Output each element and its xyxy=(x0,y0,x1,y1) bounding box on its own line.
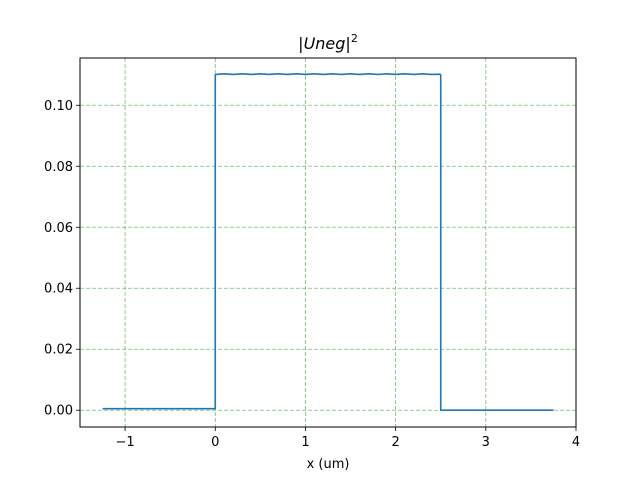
plot-area xyxy=(102,73,554,412)
ticks: −1 0 1 2 3 4 0.00 0.02 0.04 0.06 0.08 0.10 xyxy=(44,99,580,450)
x-axis-label: x (um) xyxy=(307,457,350,472)
x-tick-label: 1 xyxy=(301,435,309,450)
title-superscript: 2 xyxy=(351,32,358,45)
y-tick-label: 0.10 xyxy=(44,99,73,114)
x-tick-label: 4 xyxy=(572,435,580,450)
title-right-bar: | xyxy=(345,34,350,53)
y-tick-label: 0.02 xyxy=(44,343,73,358)
title-variable: Uneg xyxy=(304,34,346,53)
y-tick-label: 0.00 xyxy=(44,404,73,419)
y-tick-label: 0.08 xyxy=(44,160,73,175)
x-tick-label: −1 xyxy=(116,435,135,450)
x-tick-label: 0 xyxy=(211,435,219,450)
plot-frame xyxy=(79,57,577,428)
x-tick-label: 2 xyxy=(391,435,399,450)
series-line xyxy=(102,73,554,412)
y-tick-label: 0.04 xyxy=(44,282,73,297)
y-tick-label: 0.06 xyxy=(44,221,73,236)
title-left-bar: | xyxy=(298,34,303,53)
chart-title: |Uneg|2 xyxy=(298,32,358,53)
x-tick-label: 3 xyxy=(482,435,490,450)
